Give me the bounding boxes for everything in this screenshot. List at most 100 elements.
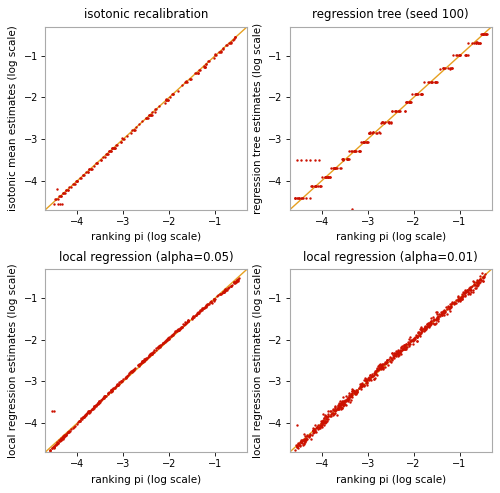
Point	[54, 195, 62, 203]
Point	[346, 147, 354, 155]
Point	[300, 436, 308, 444]
Point	[320, 420, 328, 427]
Point	[212, 292, 220, 300]
Title: local regression (alpha=0.01): local regression (alpha=0.01)	[304, 250, 478, 264]
Point	[92, 159, 100, 167]
Point	[330, 164, 338, 172]
Point	[465, 283, 473, 291]
Point	[426, 317, 434, 325]
Point	[76, 417, 84, 425]
Point	[448, 65, 456, 72]
Point	[141, 355, 149, 363]
Point	[90, 402, 98, 410]
Point	[176, 325, 184, 333]
Point	[374, 361, 382, 369]
Point	[353, 387, 361, 395]
Point	[454, 296, 462, 304]
Point	[376, 364, 384, 372]
Point	[321, 173, 329, 181]
Point	[162, 96, 170, 104]
Point	[143, 114, 151, 122]
Point	[148, 349, 156, 357]
Point	[318, 423, 326, 431]
Point	[297, 438, 305, 446]
Point	[111, 144, 119, 152]
Point	[348, 388, 356, 396]
Point	[358, 382, 366, 390]
Point	[343, 155, 351, 163]
Point	[71, 422, 79, 430]
Point	[94, 400, 102, 408]
Point	[84, 409, 92, 417]
Point	[70, 180, 78, 188]
Point	[432, 78, 440, 86]
Point	[200, 62, 208, 70]
Point	[466, 285, 473, 293]
Point	[438, 65, 446, 72]
Point	[340, 155, 347, 163]
Point	[55, 436, 63, 444]
Point	[338, 399, 345, 407]
Point	[134, 361, 142, 369]
Point	[408, 90, 416, 98]
Point	[181, 78, 189, 86]
Point	[99, 394, 107, 402]
Point	[312, 182, 320, 190]
Point	[463, 287, 471, 295]
Point	[310, 428, 318, 436]
Point	[202, 302, 210, 310]
Point	[331, 409, 339, 417]
Point	[231, 34, 239, 41]
Point	[110, 384, 118, 391]
Point	[436, 65, 444, 72]
Point	[424, 78, 432, 86]
Point	[230, 278, 238, 286]
Point	[72, 177, 80, 185]
Point	[432, 319, 440, 327]
Point	[230, 33, 238, 41]
Point	[338, 404, 345, 412]
Point	[169, 90, 177, 98]
Point	[59, 189, 67, 197]
Point	[460, 289, 468, 297]
Point	[174, 87, 182, 95]
Point	[467, 286, 475, 294]
Point	[296, 441, 304, 449]
Point	[154, 344, 162, 352]
Point	[75, 417, 83, 424]
Point	[68, 425, 76, 433]
Point	[198, 306, 206, 314]
Point	[380, 363, 388, 371]
Point	[65, 428, 73, 436]
Point	[478, 278, 486, 285]
Point	[366, 129, 374, 137]
Point	[88, 405, 96, 413]
Point	[64, 186, 72, 194]
Point	[80, 172, 88, 179]
Point	[402, 98, 409, 106]
Point	[217, 290, 225, 298]
Point	[212, 51, 220, 59]
Point	[90, 162, 98, 170]
Point	[155, 343, 163, 351]
Point	[94, 399, 102, 407]
Point	[352, 387, 360, 394]
Point	[396, 348, 404, 356]
Point	[140, 357, 147, 365]
Point	[112, 381, 120, 388]
Point	[85, 165, 93, 173]
Point	[410, 341, 418, 349]
Point	[146, 351, 154, 358]
Point	[324, 174, 332, 181]
Point	[366, 375, 374, 383]
Point	[431, 320, 439, 328]
Point	[364, 138, 372, 146]
Point	[392, 107, 400, 115]
Point	[88, 165, 96, 173]
Point	[424, 322, 432, 330]
Point	[340, 397, 348, 405]
Point	[406, 336, 414, 344]
Point	[146, 111, 154, 119]
Point	[482, 30, 490, 38]
Point	[148, 350, 156, 358]
